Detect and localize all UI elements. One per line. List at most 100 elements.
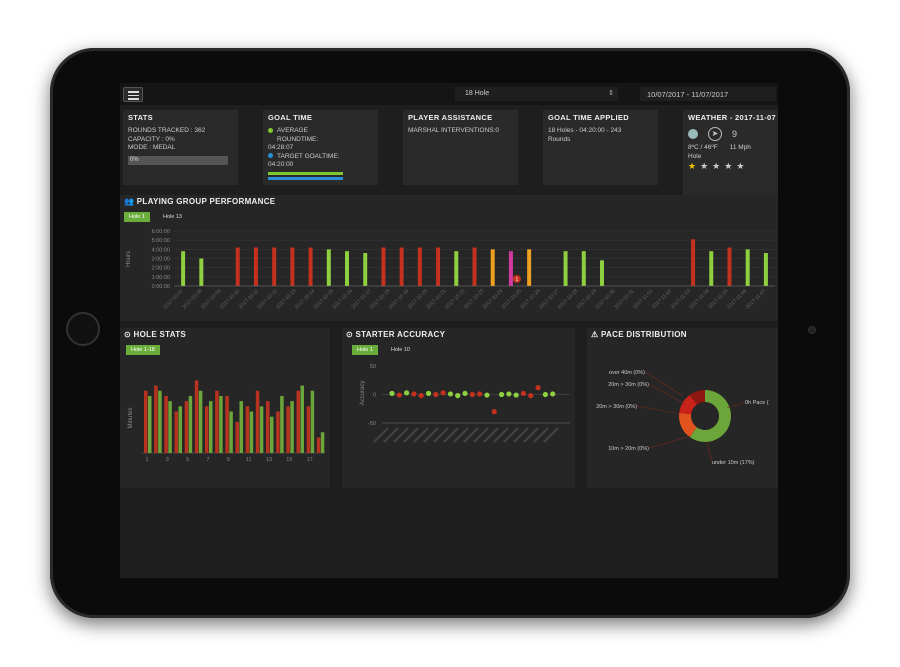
bar — [194, 380, 199, 453]
pie-label: 20m > 30m (0%) — [608, 382, 649, 388]
point — [418, 393, 424, 399]
bar — [198, 390, 203, 453]
bar — [205, 406, 209, 453]
pace-distribution-chart: over 40m (0%) 20m > 30m (0%) 20m > 30m (0%… — [596, 370, 769, 466]
point — [389, 390, 395, 396]
rounds-tracked: ROUNDS TRACKED : 362 — [128, 127, 206, 134]
bar — [144, 390, 148, 453]
bar — [563, 251, 568, 286]
bar — [272, 247, 277, 286]
y-tick-label: 6:00:00 — [152, 229, 170, 235]
bar — [178, 406, 182, 453]
bar — [399, 247, 404, 286]
starter-accuracy-chart: Accuracy 50 0 -50 — [360, 364, 570, 443]
bar — [215, 390, 219, 453]
temperature: 8ºC / 46ºF — [688, 144, 718, 151]
y-axis-label: Hours — [126, 251, 132, 267]
target-progress — [268, 176, 343, 180]
bar — [345, 251, 350, 286]
bar — [270, 416, 274, 453]
rating-stars: ★ ★ ★ ★ ★ — [688, 161, 778, 172]
bar — [199, 258, 204, 286]
x-tick-mark — [493, 427, 509, 443]
weather-title: WEATHER - 2017-11-07 18 — [688, 113, 778, 122]
bar — [472, 247, 477, 286]
bar — [209, 401, 213, 453]
bar — [508, 251, 513, 286]
x-tick-mark — [413, 427, 429, 443]
stats-title: STATS — [128, 113, 153, 122]
point — [484, 392, 490, 398]
bar — [184, 401, 189, 453]
goal-time-applied-line2: Rounds — [548, 135, 571, 143]
leader-line — [706, 441, 713, 463]
point — [433, 391, 439, 398]
pie-slice — [689, 390, 731, 442]
tab-hole-10[interactable]: Hole 10 — [391, 347, 410, 353]
tab-hole-1[interactable]: Hole 1 — [124, 212, 150, 222]
leader-line — [648, 383, 686, 405]
bar — [320, 432, 325, 453]
y-tick-label: 1:00:00 — [152, 275, 170, 281]
y-tick-label: 0:00:00 — [152, 284, 170, 290]
goal-time-applied-card: GOAL TIME APPLIED 18 Holes - 04:20:00 - … — [543, 110, 658, 185]
point — [477, 391, 483, 397]
x-tick-mark — [473, 427, 489, 443]
x-tick-mark — [383, 427, 399, 443]
bar — [219, 395, 223, 453]
group-icon: 👥 — [124, 197, 135, 206]
top-bar: 18 Hole ⇕ 10/07/2017 - 11/07/2017 — [120, 83, 778, 105]
star-icon: ★ — [724, 161, 733, 171]
target-value: 04:20:00 — [268, 161, 294, 168]
point — [506, 391, 512, 397]
bar — [276, 411, 280, 453]
bar — [527, 249, 532, 286]
capacity-bar: 0% — [128, 155, 228, 165]
starter-accuracy-panel: ⊙ STARTER ACCURACY Hole 1 Hole 10 Accura… — [342, 328, 575, 488]
y-tick-label: 2:00:00 — [152, 266, 170, 272]
star-icon: ★ — [700, 161, 709, 171]
target-icon: ⊙ — [346, 330, 354, 339]
bar — [296, 390, 300, 453]
target-label: TARGET GOALTIME: — [277, 152, 340, 160]
target-dot-icon — [268, 153, 273, 159]
bar — [310, 390, 315, 453]
badge-count: 1 — [516, 277, 519, 283]
bar — [290, 401, 294, 453]
hole-select[interactable]: 18 Hole ⇕ — [455, 87, 618, 101]
warning-icon: ⚠ — [591, 330, 599, 339]
bar — [188, 395, 193, 453]
tab-hole-1[interactable]: Hole 1 — [352, 345, 378, 355]
home-button[interactable] — [66, 312, 100, 346]
bar — [158, 390, 162, 453]
bar — [363, 253, 368, 286]
target-icon: ⊙ — [124, 330, 132, 339]
bar — [235, 247, 240, 286]
point — [469, 391, 475, 398]
point — [528, 393, 534, 399]
player-assistance-card: PLAYER ASSISTANCE MARSHAL INTERVENTIONS:… — [403, 110, 518, 185]
wind-speed: 11 Mph — [729, 144, 751, 151]
wind-direction-icon: ➤ — [708, 127, 722, 141]
hole-stats-panel: ⊙ HOLE STATS Hole 1-18 Minutes 1 3 5 7 9 11 13 1… — [120, 328, 330, 488]
x-tick-mark — [373, 427, 389, 443]
bar — [709, 251, 714, 286]
hamburger-menu-icon[interactable] — [123, 87, 143, 102]
marshal-interventions: MARSHAL INTERVENTIONS:0 — [408, 127, 500, 134]
bar — [763, 253, 768, 286]
y-axis-label: Minutes — [128, 407, 134, 428]
date-range-picker[interactable]: 10/07/2017 - 11/07/2017 — [640, 87, 776, 101]
y-tick-label: 4:00:00 — [152, 247, 170, 253]
x-tick-label: 13 — [266, 457, 272, 463]
pie-label: 20m > 30m (0%) — [596, 404, 637, 410]
pie-slice — [689, 390, 705, 405]
x-tick-mark — [533, 427, 549, 443]
x-tick-label: 5 — [186, 457, 189, 463]
y-tick-label: 3:00:00 — [152, 257, 170, 263]
bar — [245, 406, 250, 453]
tab-hole-13[interactable]: Hole 13 — [163, 214, 182, 220]
x-tick-mark — [403, 427, 419, 443]
tab-hole-1-18[interactable]: Hole 1-18 — [126, 345, 160, 355]
point — [498, 391, 505, 398]
